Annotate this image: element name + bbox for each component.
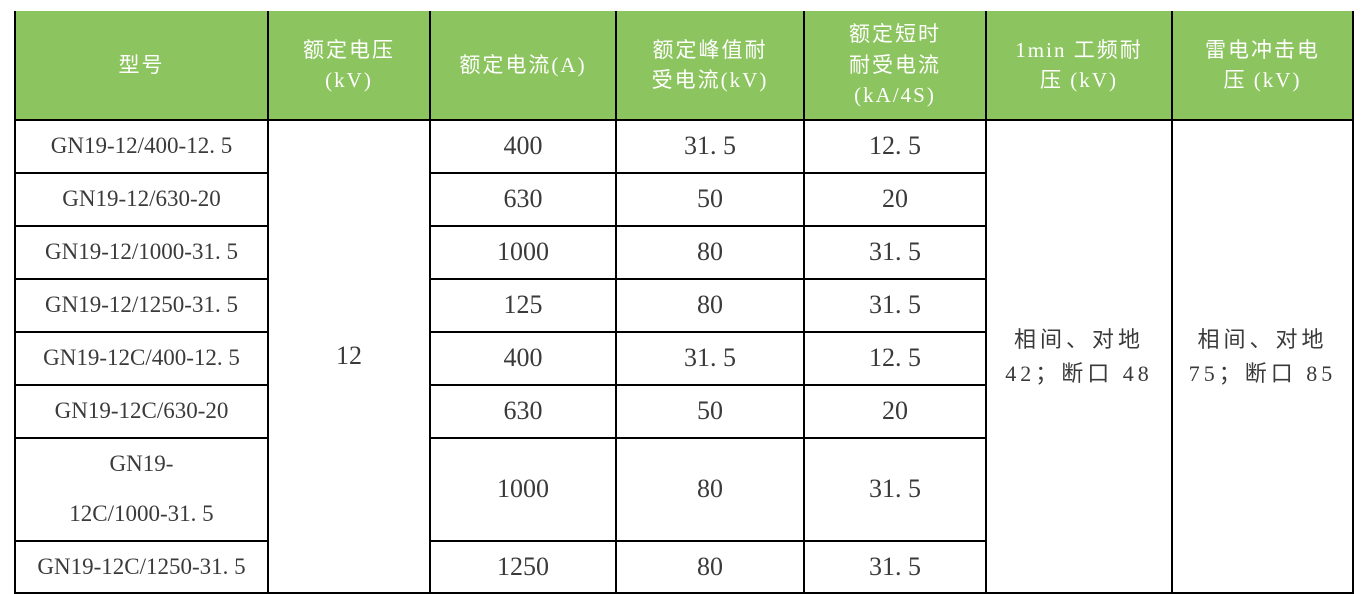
table-row: GN19-12C/630-20 630 50 20 — [14, 383, 1353, 439]
short-time-cell: 31. 5 — [803, 436, 987, 542]
peak-withstand-cell: 80 — [615, 224, 805, 280]
table-row: GN19-12C/400-12. 5 400 31. 5 12. 5 — [14, 330, 1353, 386]
column-header-rated-voltage: 额定电压 (kV) — [267, 11, 431, 121]
short-time-cell: 12. 5 — [803, 119, 987, 174]
peak-withstand-cell: 80 — [615, 436, 805, 542]
peak-withstand-cell: 31. 5 — [615, 119, 805, 174]
short-time-cell: 12. 5 — [803, 330, 987, 386]
model-cell: GN19-12/1250-31. 5 — [14, 277, 269, 333]
rated-current-cell: 630 — [429, 383, 617, 439]
rated-current-cell: 630 — [429, 171, 617, 227]
table-row: GN19-12/630-20 630 50 20 — [14, 171, 1353, 227]
model-cell: GN19-12C/400-12. 5 — [14, 330, 269, 386]
model-cell: GN19- 12C/1000-31. 5 — [14, 436, 269, 542]
peak-withstand-cell: 50 — [615, 383, 805, 439]
rated-current-cell: 1000 — [429, 436, 617, 542]
rated-current-cell: 400 — [429, 119, 617, 174]
peak-withstand-cell: 80 — [615, 539, 805, 594]
model-cell: GN19-12C/1250-31. 5 — [14, 539, 269, 594]
model-cell: GN19-12/1000-31. 5 — [14, 224, 269, 280]
model-cell: GN19-12C/630-20 — [14, 383, 269, 439]
table-row: GN19-12/1000-31. 5 1000 80 31. 5 — [14, 224, 1353, 280]
peak-withstand-cell: 80 — [615, 277, 805, 333]
column-header-short-time-withstand-current: 额定短时 耐受电流 (kA/4S) — [803, 11, 987, 121]
column-header-power-frequency-withstand: 1min 工频耐 压 (kV) — [985, 11, 1173, 121]
table-row: GN19-12/400-12. 5 12 400 31. 5 12. 5 相间、… — [14, 118, 1354, 594]
rated-current-cell: 400 — [429, 330, 617, 386]
power-frequency-merged-cell: 相间、对地 42；断口 48 — [985, 118, 1173, 594]
spec-table-container: 型号 额定电压 (kV) 额定电流(A) 额定峰值耐 受电流(kV) 额定短时 … — [14, 11, 1354, 594]
short-time-cell: 31. 5 — [803, 539, 987, 594]
short-time-cell: 20 — [803, 171, 987, 227]
table-row: GN19-12/1250-31. 5 125 80 31. 5 — [14, 277, 1353, 333]
lightning-impulse-merged-cell: 相间、对地 75；断口 85 — [1171, 118, 1354, 594]
short-time-cell: 31. 5 — [803, 277, 987, 333]
model-cell: GN19-12/400-12. 5 — [14, 119, 269, 174]
header-row: 型号 额定电压 (kV) 额定电流(A) 额定峰值耐 受电流(kV) 额定短时 … — [14, 11, 1354, 121]
column-header-peak-withstand-current: 额定峰值耐 受电流(kV) — [615, 11, 805, 121]
peak-withstand-cell: 50 — [615, 171, 805, 227]
column-header-lightning-impulse: 雷电冲击电 压 (kV) — [1171, 11, 1354, 121]
short-time-cell: 31. 5 — [803, 224, 987, 280]
rated-current-cell: 1250 — [429, 539, 617, 594]
rated-voltage-merged-cell: 12 — [267, 118, 431, 594]
short-time-cell: 20 — [803, 383, 987, 439]
rated-current-cell: 1000 — [429, 224, 617, 280]
peak-withstand-cell: 31. 5 — [615, 330, 805, 386]
rated-current-cell: 125 — [429, 277, 617, 333]
table-row: GN19- 12C/1000-31. 5 1000 80 31. 5 — [14, 436, 1353, 542]
column-header-rated-current: 额定电流(A) — [429, 11, 617, 121]
column-header-model: 型号 — [14, 11, 269, 121]
model-cell: GN19-12/630-20 — [14, 171, 269, 227]
switch-spec-table: 型号 额定电压 (kV) 额定电流(A) 额定峰值耐 受电流(kV) 额定短时 … — [14, 11, 1354, 594]
